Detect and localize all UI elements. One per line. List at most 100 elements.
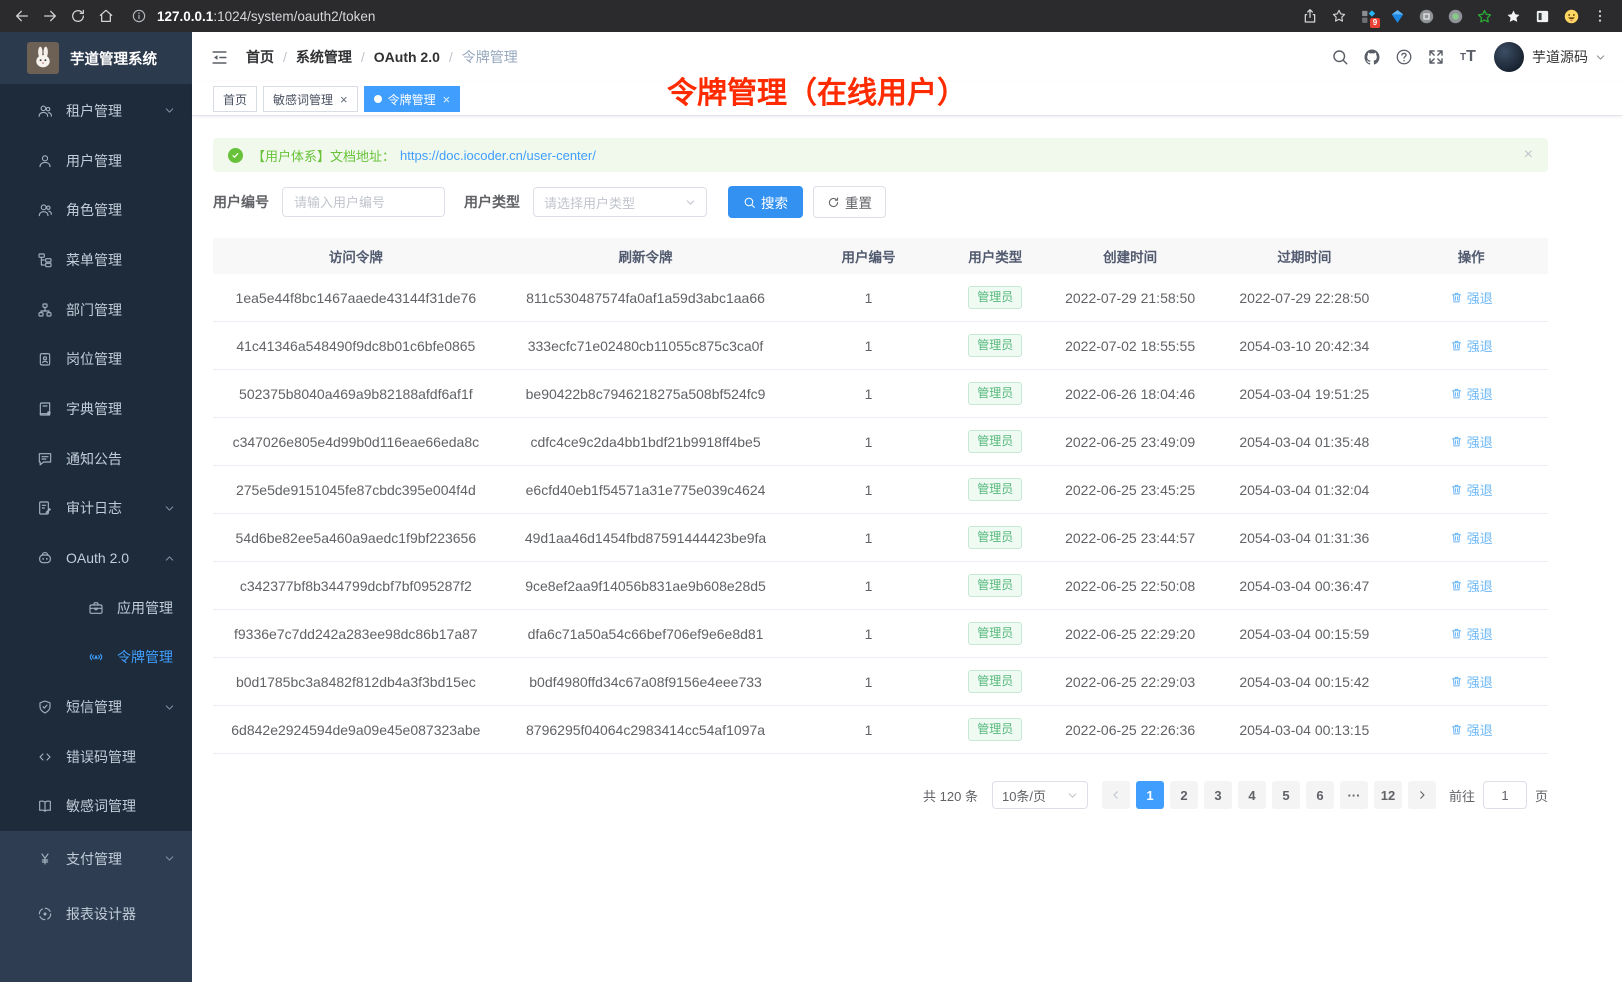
sidebar-item-role-management[interactable]: 角色管理 bbox=[0, 185, 192, 235]
sidebar-item-audit-log[interactable]: 审计日志 bbox=[0, 484, 192, 534]
page-button-6[interactable]: 6 bbox=[1305, 781, 1334, 809]
browser-home-button[interactable] bbox=[92, 3, 120, 29]
page-button-5[interactable]: 5 bbox=[1271, 781, 1300, 809]
search-button[interactable]: 搜索 bbox=[728, 186, 803, 218]
user-type-select[interactable]: 请选择用户类型 bbox=[533, 187, 707, 217]
page-unit-label: 页 bbox=[1534, 788, 1548, 804]
force-logout-button[interactable]: 强退 bbox=[1450, 480, 1493, 499]
breadcrumb-system[interactable]: 系统管理 bbox=[295, 49, 352, 65]
user-type-badge: 管理员 bbox=[968, 526, 1023, 549]
next-page-button[interactable] bbox=[1407, 781, 1436, 809]
created-time-cell: 2022-06-25 22:29:20 bbox=[1065, 625, 1196, 642]
created-time-cell: 2022-06-25 23:44:57 bbox=[1065, 529, 1196, 546]
sidebar-item-dept-management[interactable]: 部门管理 bbox=[0, 285, 192, 335]
sidebar-item-report-designer[interactable]: 报表设计器 bbox=[0, 886, 192, 941]
extension-reader-icon[interactable] bbox=[1528, 3, 1556, 29]
prev-page-button[interactable] bbox=[1101, 781, 1130, 809]
sidebar-item-dict-management[interactable]: 字典管理 bbox=[0, 384, 192, 434]
share-icon[interactable] bbox=[1296, 3, 1324, 29]
profile-avatar-emoji[interactable] bbox=[1557, 3, 1585, 29]
page-button-1[interactable]: 1 bbox=[1135, 781, 1164, 809]
trash-icon bbox=[1450, 675, 1463, 688]
page-button-4[interactable]: 4 bbox=[1237, 781, 1266, 809]
sidebar-item-sms-management[interactable]: 短信管理 bbox=[0, 682, 192, 732]
github-icon[interactable] bbox=[1356, 41, 1388, 73]
browser-back-button[interactable] bbox=[8, 3, 36, 29]
caret-down-icon[interactable] bbox=[1595, 52, 1606, 63]
goto-page-input[interactable] bbox=[1482, 781, 1527, 809]
force-logout-label: 强退 bbox=[1466, 675, 1493, 690]
sidebar-item-error-code-management[interactable]: 错误码管理 bbox=[0, 732, 192, 782]
sidebar-item-sensitive-word-management[interactable]: 敏感词管理 bbox=[0, 782, 192, 832]
sidebar-menu-bottom: 支付管理 报表设计器 bbox=[0, 831, 192, 982]
sidebar-item-pay-management[interactable]: 支付管理 bbox=[0, 831, 192, 886]
sidebar-item-tenant-management[interactable]: 租户管理 bbox=[0, 86, 192, 136]
access-token-cell: 54d6be82ee5a460a9aedc1f9bf223656 bbox=[235, 529, 477, 546]
browser-menu-icon[interactable] bbox=[1586, 3, 1614, 29]
browser-reload-button[interactable] bbox=[64, 3, 92, 29]
breadcrumb-oauth2[interactable]: OAuth 2.0 bbox=[373, 49, 440, 65]
sidebar-item-menu-management[interactable]: 菜单管理 bbox=[0, 235, 192, 285]
search-icon[interactable] bbox=[1324, 41, 1356, 73]
tab-oauth2-token[interactable]: 令牌管理 × bbox=[363, 86, 461, 112]
action-cell: 强退 bbox=[1394, 480, 1548, 499]
created-time-cell: 2022-06-26 18:04:46 bbox=[1065, 385, 1196, 402]
extension-green-star-icon[interactable] bbox=[1470, 3, 1498, 29]
expire-time-cell: 2054-03-04 00:36:47 bbox=[1239, 577, 1370, 594]
page-button-2[interactable]: 2 bbox=[1169, 781, 1198, 809]
sidebar-item-notice-management[interactable]: 通知公告 bbox=[0, 434, 192, 484]
page-ellipsis[interactable]: ··· bbox=[1339, 781, 1368, 809]
close-icon[interactable]: × bbox=[442, 91, 451, 107]
extension-command-icon[interactable] bbox=[1412, 3, 1440, 29]
extension-tiles-icon[interactable]: 9 bbox=[1354, 3, 1382, 29]
tab-home[interactable]: 首页 bbox=[213, 86, 258, 112]
close-icon[interactable]: × bbox=[340, 91, 348, 107]
user-avatar[interactable] bbox=[1494, 42, 1524, 72]
site-info-icon[interactable] bbox=[130, 3, 148, 29]
force-logout-button[interactable]: 强退 bbox=[1450, 528, 1493, 547]
alert-close-icon[interactable]: × bbox=[1523, 146, 1533, 163]
bookmark-star-icon[interactable] bbox=[1325, 3, 1353, 29]
reset-button[interactable]: 重置 bbox=[813, 186, 886, 218]
app-logo[interactable]: 芋道管理系统 bbox=[0, 32, 192, 84]
help-icon[interactable] bbox=[1388, 41, 1420, 73]
force-logout-button[interactable]: 强退 bbox=[1450, 336, 1493, 355]
tab-sensitive-word[interactable]: 敏感词管理 × bbox=[263, 86, 358, 112]
role-icon bbox=[37, 202, 53, 218]
force-logout-button[interactable]: 强退 bbox=[1450, 432, 1493, 451]
force-logout-button[interactable]: 强退 bbox=[1450, 672, 1493, 691]
force-logout-button[interactable]: 强退 bbox=[1450, 624, 1493, 643]
sidebar-collapse-icon[interactable] bbox=[210, 48, 229, 67]
extension-gem-icon[interactable] bbox=[1383, 3, 1411, 29]
action-cell: 强退 bbox=[1394, 720, 1548, 739]
sidebar-item-oauth2-application[interactable]: 应用管理 bbox=[0, 583, 192, 633]
address-bar[interactable]: 127.0.0.1:1024/system/oauth2/token bbox=[130, 3, 1286, 29]
sidebar-item-label: 通知公告 bbox=[66, 450, 122, 467]
extension-record-icon[interactable] bbox=[1441, 3, 1469, 29]
table-row: c342377bf8b344799dcbf7bf095287f2 9ce8ef2a… bbox=[213, 562, 1548, 610]
force-logout-button[interactable]: 强退 bbox=[1450, 288, 1493, 307]
user-id-label: 用户编号 bbox=[213, 194, 269, 210]
user-id-input[interactable] bbox=[282, 187, 445, 217]
sidebar-item-post-management[interactable]: 岗位管理 bbox=[0, 334, 192, 384]
browser-forward-button[interactable] bbox=[36, 3, 64, 29]
sidebar-item-oauth2-token[interactable]: 令牌管理 bbox=[0, 633, 192, 683]
extension-white-star-icon[interactable] bbox=[1499, 3, 1527, 29]
force-logout-button[interactable]: 强退 bbox=[1450, 384, 1493, 403]
force-logout-button[interactable]: 强退 bbox=[1450, 576, 1493, 595]
sidebar-item-user-management[interactable]: 用户管理 bbox=[0, 136, 192, 186]
alert-doc-link[interactable]: https://doc.iocoder.cn/user-center/ bbox=[400, 147, 596, 163]
page-button-3[interactable]: 3 bbox=[1203, 781, 1232, 809]
breadcrumb-separator: / bbox=[360, 49, 365, 65]
fullscreen-icon[interactable] bbox=[1420, 41, 1452, 73]
user-type-badge: 管理员 bbox=[968, 478, 1023, 501]
breadcrumb-home[interactable]: 首页 bbox=[246, 49, 274, 65]
user-type-placeholder: 请选择用户类型 bbox=[544, 195, 636, 211]
page-size-select[interactable]: 10条/页 bbox=[991, 781, 1088, 809]
page-button-12[interactable]: 12 bbox=[1373, 781, 1402, 809]
force-logout-button[interactable]: 强退 bbox=[1450, 720, 1493, 739]
action-cell: 强退 bbox=[1394, 336, 1548, 355]
sidebar-item-oauth2[interactable]: OAuth 2.0 bbox=[0, 533, 192, 583]
user-name[interactable]: 芋道源码 bbox=[1532, 49, 1588, 65]
